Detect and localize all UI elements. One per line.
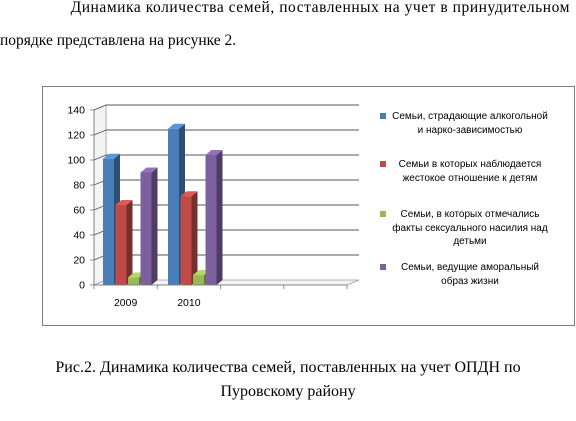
caption-line-2: Пуровскому району [220,383,356,400]
y-axis-ticks: 0 20 40 60 80 100 120 140 [67,105,95,292]
gridline-depth [93,129,107,136]
bar-side [126,200,133,285]
intro-line-1: Динамика количества семей, поставленных … [70,0,570,16]
bar-front [205,155,217,285]
y-tick-label: 80 [73,180,85,192]
bar [205,150,223,285]
bar-side [191,191,198,285]
y-tick-label: 40 [73,230,85,242]
legend-label: Семьи, ведущие аморальный образ жизни [400,262,539,287]
caption-line-1: Рис.2. Динамика количества семей, постав… [55,359,521,376]
bar-top [103,153,120,159]
bar [115,200,133,285]
legend-swatch [380,264,386,270]
chart-bars [103,123,223,285]
y-tick-label: 20 [73,255,85,267]
chart-gridlines [93,104,359,261]
x-tick-label: 2010 [177,297,201,309]
intro-line-2: порядке представлена на рисунке 2. [0,32,237,49]
bar-top [168,123,185,129]
gridline-depth [93,154,107,161]
bar-top [140,167,158,173]
chart-walls [93,104,360,286]
bar-side [151,167,158,285]
y-tick-label: 120 [67,130,85,142]
bar [180,191,198,285]
bar-top [205,150,223,155]
bar-front [168,128,179,285]
y-tick-label: 60 [73,205,85,217]
y-tick-label: 100 [67,155,85,167]
x-axis-ticks: 2009 2010 [93,284,348,309]
bar [140,167,158,285]
bar-top [115,200,133,205]
bar-front [115,205,127,285]
legend-swatch [380,113,386,119]
legend-label: Семьи в которых наблюдается жестокое отн… [398,159,542,184]
legend-label: Семьи, в которых отмечались факты сексуа… [392,209,548,247]
legend-swatch [380,211,386,217]
x-tick-label: 2009 [114,297,138,309]
y-tick-label: 140 [67,105,85,117]
bar-front [193,275,204,285]
bar-front [180,196,192,285]
legend-label: Семьи, страдающие алкогольной и нарко-за… [392,111,548,136]
gridline-depth [93,104,107,111]
legend-swatch [380,161,386,167]
bar-front [128,277,139,285]
bar-side [216,150,223,285]
y-tick-label: 0 [79,280,85,292]
bar-top [180,191,198,197]
bar-front [140,172,152,285]
figure-caption: Рис.2. Динамика количества семей, постав… [0,356,576,404]
bar-front [103,158,114,285]
